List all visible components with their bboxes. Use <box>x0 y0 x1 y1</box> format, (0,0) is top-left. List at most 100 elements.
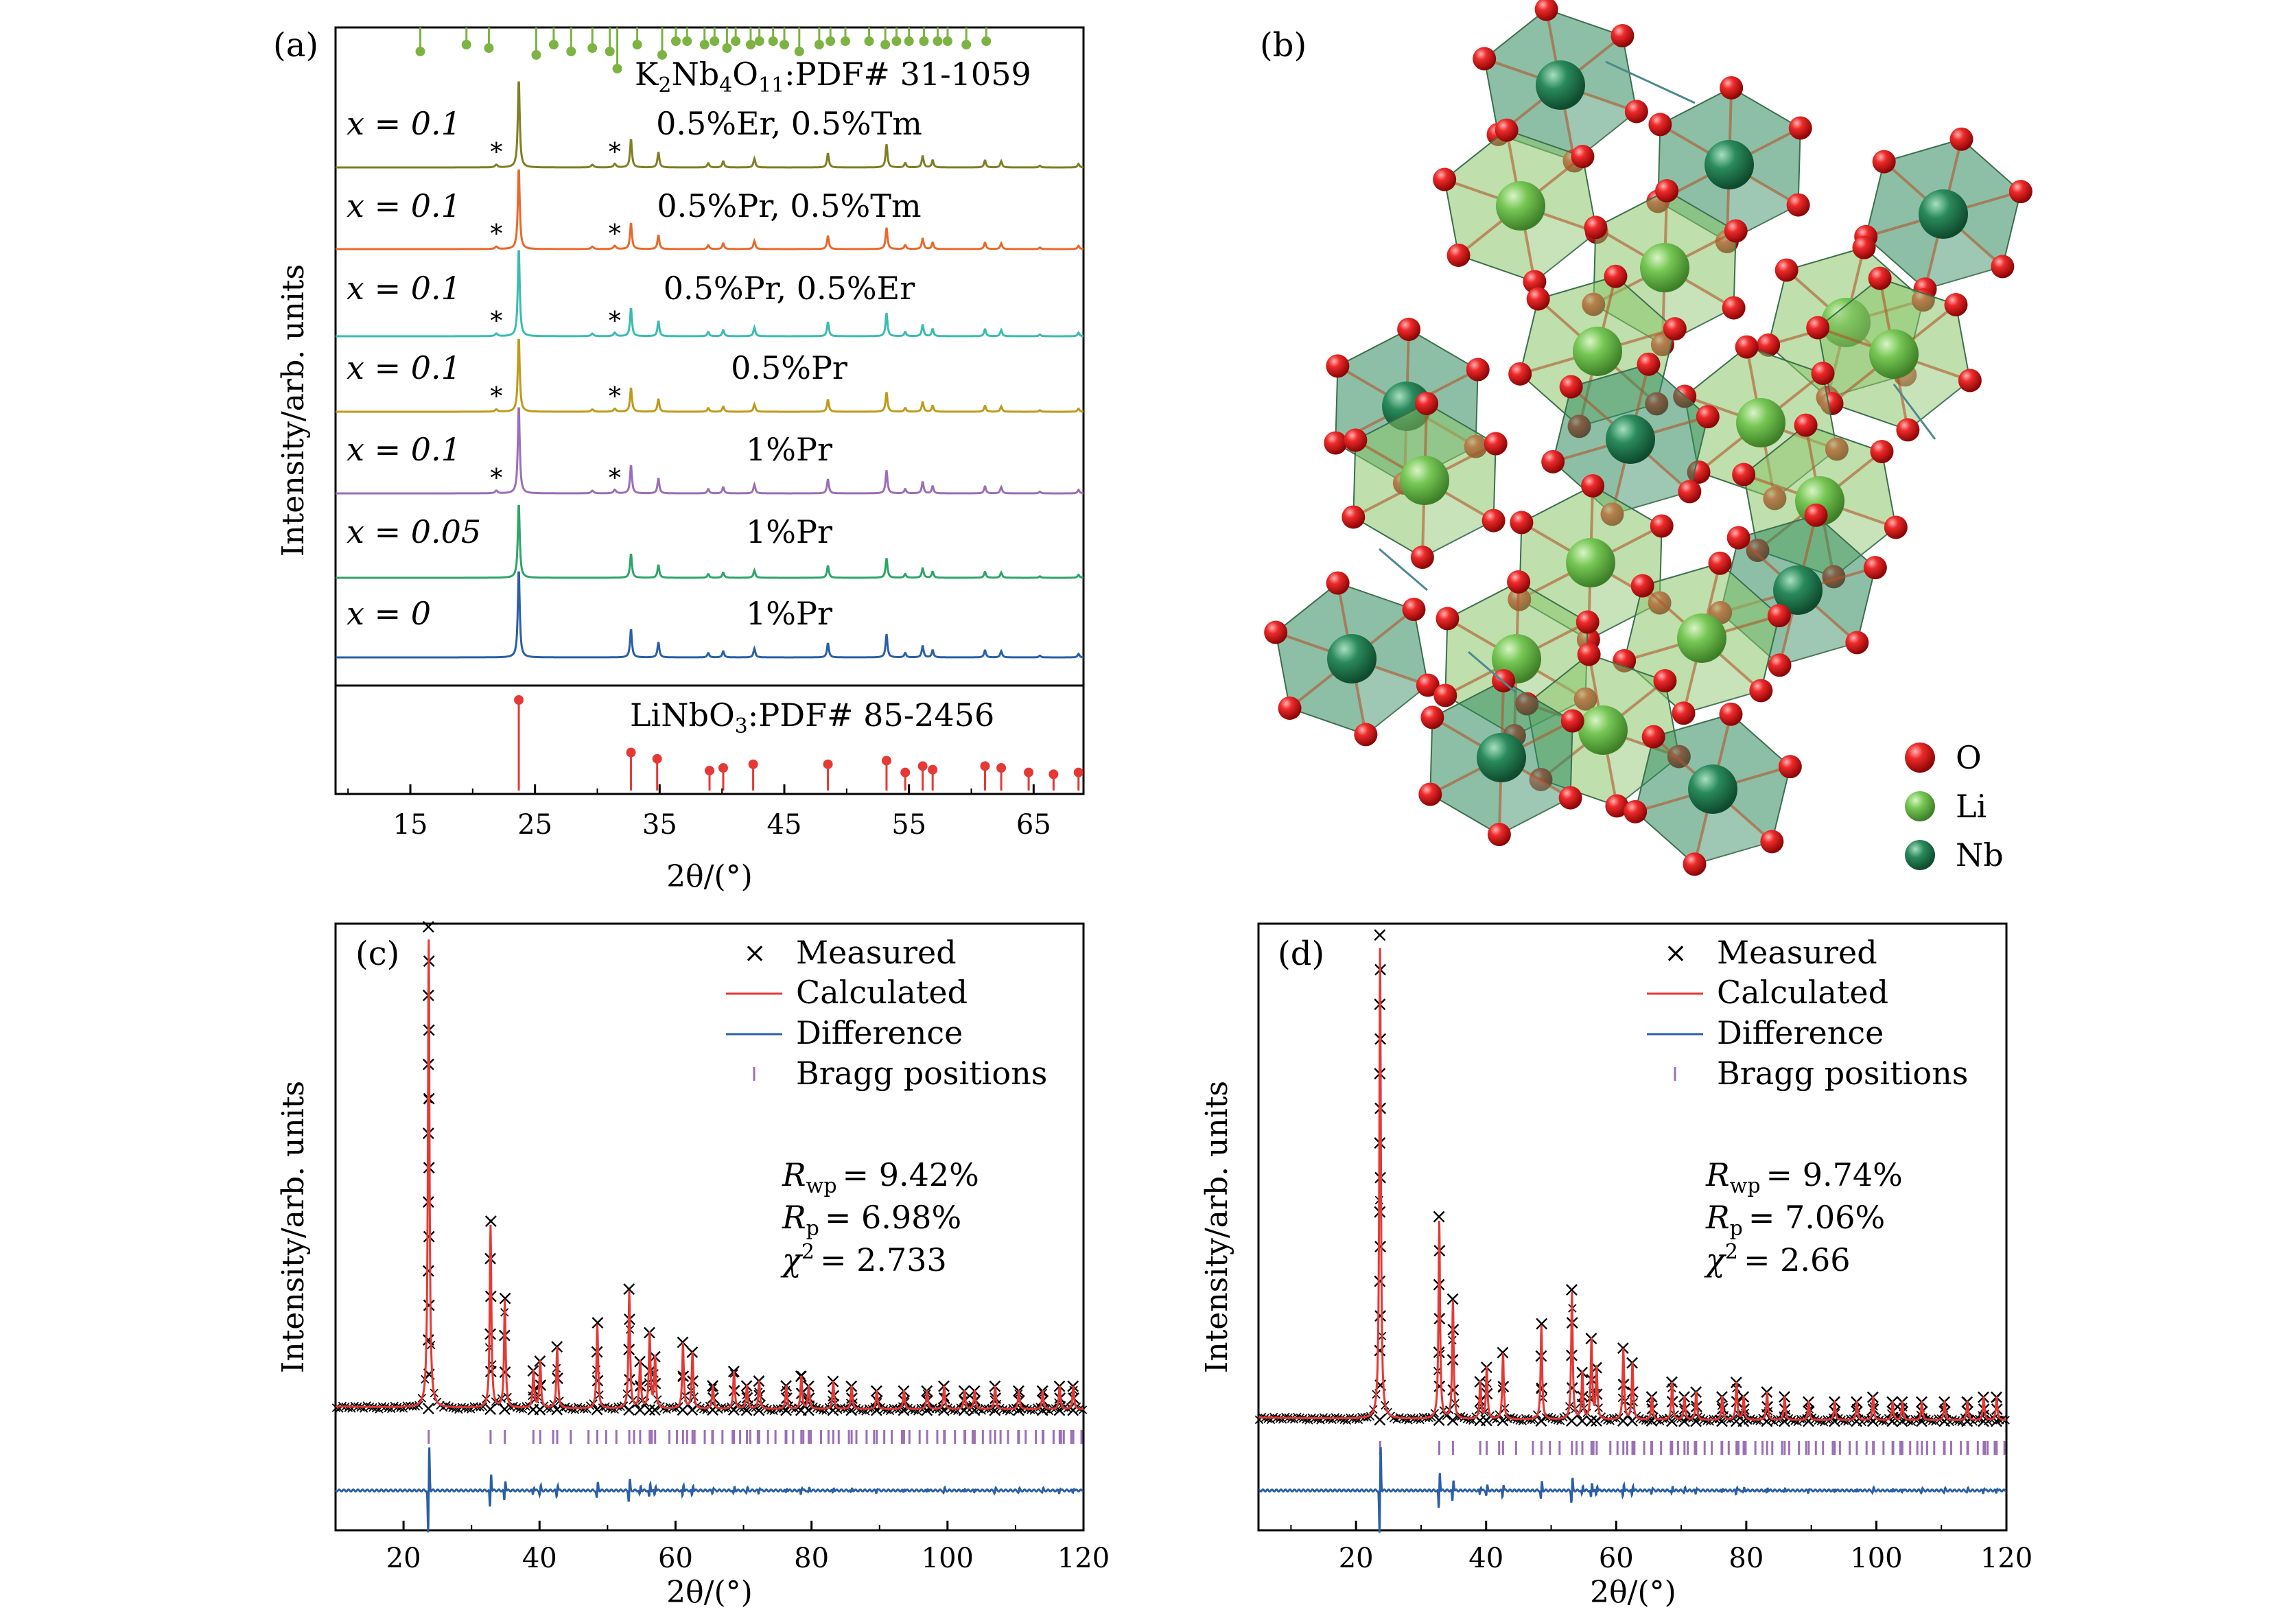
panel-d-measured-point: × <box>1414 1412 1426 1429</box>
o-atom <box>1416 673 1440 697</box>
panel-c: (c) ××××××××××××××××××××××××××××××××××××… <box>276 915 1110 1610</box>
o-atom <box>1768 653 1792 677</box>
panel-c-measured-peak-point: × <box>843 1398 860 1422</box>
legend-nb-atom-icon <box>1905 840 1935 870</box>
panel-c-measured-point: × <box>465 1401 477 1418</box>
panel-c-measured-peak-point: × <box>646 1398 664 1422</box>
panel-c-measured-point: × <box>725 1399 737 1416</box>
o-atom <box>1495 118 1519 142</box>
panel-c-measured-point: × <box>446 1399 458 1416</box>
xrd-series-curve <box>336 338 1084 413</box>
panel-d-measured-peak-point: × <box>1713 1409 1731 1433</box>
panel-c-measured-peak-point: × <box>589 1398 606 1422</box>
xrd-series-curve <box>336 407 1083 495</box>
octahedron-highlight <box>1352 659 1428 735</box>
legend-o-atom-icon <box>1905 742 1935 773</box>
panel-d-measured-point: × <box>1841 1414 1853 1431</box>
o-atom <box>1683 852 1707 876</box>
panel-d-frame <box>1257 922 2008 1532</box>
panel-c-measured-point: × <box>767 1403 780 1420</box>
panel-a-x-ticks: 15 25 35 45 55 65 <box>347 784 1051 841</box>
panel-d-measured-point: × <box>1727 1410 1739 1427</box>
panel-c-measured-peak-point: × <box>738 1398 755 1422</box>
o-atom <box>1863 556 1887 580</box>
xrd-series-doping-label: 0.5%Pr, 0.5%Er <box>664 270 915 307</box>
o-atom <box>1896 418 1920 442</box>
panel-d-measured-point: × <box>1300 1411 1312 1428</box>
li-atom <box>1566 538 1615 587</box>
panel-c-legend-difference: Difference <box>796 1014 963 1051</box>
panel-d-measured-peak-point: × <box>1371 1408 1388 1432</box>
panel-c-measured-peak-point: × <box>496 1397 513 1421</box>
o-atom <box>1648 113 1672 137</box>
panel-d-measured-point: × <box>1516 1413 1529 1430</box>
panel-c-measured-point: × <box>762 1401 774 1418</box>
o-atom <box>1264 620 1288 644</box>
panel-b-crystal-structure: (b) O Li Nb <box>1260 0 2033 876</box>
panel-c-measured-point: × <box>1000 1402 1012 1419</box>
panel-a-x-tick-label: 35 <box>642 809 677 841</box>
panel-c-measured-point: × <box>832 1401 844 1418</box>
panel-c-measured-point: × <box>880 1402 893 1419</box>
panel-d-measured-peak-point: × <box>1532 1409 1549 1433</box>
panel-d-legend-calculated: Calculated <box>1717 974 1888 1011</box>
panel-b-label: (b) <box>1260 26 1307 65</box>
panel-d-rwp: Rwp = 9.74% <box>1705 1156 1903 1198</box>
o-atom <box>1433 167 1457 191</box>
linbo3-reference-sticks <box>514 695 1083 791</box>
panel-c-measured-peak-point: × <box>620 1398 637 1422</box>
impurity-asterisk: * <box>609 220 621 248</box>
panel-c-measured-point: × <box>777 1400 789 1417</box>
panel-c-legend-measured-marker: × <box>743 937 766 969</box>
k2nb4o11-stick-head <box>461 40 471 49</box>
xrd-series-doping-label: 0.5%Pr <box>731 349 847 386</box>
panel-d-measured-point: × <box>1337 1412 1350 1429</box>
linbo3-stick-head <box>514 695 524 705</box>
panel-c-measured-peak-point: × <box>935 1399 952 1423</box>
panel-c-measured-point: × <box>697 1401 710 1418</box>
panel-d-measured-point: × <box>1341 1412 1353 1429</box>
k2nb4o11-stick-head <box>722 43 732 53</box>
panel-d-measured-peak-point: × <box>1676 1409 1693 1433</box>
o-atom <box>1624 100 1648 124</box>
panel-d-measured-point: × <box>1964 1411 1976 1428</box>
panel-c-measured-point: × <box>948 1402 961 1419</box>
o-atom <box>1610 24 1635 48</box>
linbo3-stick-head <box>900 767 911 777</box>
panel-c-measured-point: × <box>504 1399 517 1416</box>
panel-d-measured-point: × <box>1265 1412 1277 1429</box>
panel-d-measured-point: × <box>1253 1412 1265 1429</box>
panel-d-measured-peak-point: × <box>1864 1410 1882 1434</box>
panel-d-measured-point: × <box>1525 1412 1537 1429</box>
panel-d-measured-point: × <box>1700 1412 1713 1429</box>
panel-c-rp: Rp = 6.98% <box>782 1199 961 1241</box>
linbo3-stick-head <box>748 759 758 769</box>
panel-d-measured-point: × <box>1285 1410 1298 1427</box>
o-atom <box>1624 799 1648 823</box>
panel-c-measured-point: × <box>924 1401 936 1418</box>
k2nb4o11-stick-head <box>880 40 891 49</box>
panel-d-x-tick-label: 60 <box>1599 1543 1634 1574</box>
panel-a-x-tick-label: 25 <box>517 809 552 841</box>
o-atom <box>1732 463 1756 487</box>
panel-a-x-axis-label: 2θ/(°) <box>666 859 753 894</box>
k2nb4o11-stick-head <box>745 40 755 49</box>
panel-d-measured-point: × <box>1501 1410 1514 1427</box>
panel-d-measured-point: × <box>1903 1413 1915 1430</box>
o-atom <box>1342 505 1366 529</box>
panel-a-xrd-curves: x = 0.1 0.5%Er, 0.5%Tm * * x = 0.1 0.5%Pr, 0.… <box>336 81 1084 659</box>
panel-c-measured-point: × <box>342 1399 355 1416</box>
impurity-asterisk: * <box>490 139 502 167</box>
panel-c-frame <box>334 922 1085 1532</box>
o-atom <box>1559 375 1583 399</box>
li-atom <box>1677 613 1726 663</box>
o-atom <box>1641 725 1665 749</box>
panel-c-measured-point: × <box>853 1401 865 1418</box>
linbo3-stick-head <box>980 761 990 771</box>
li-atom <box>1496 181 1545 231</box>
panel-c-measured-point: × <box>795 1367 808 1384</box>
panel-d-measured-peak-point: × <box>1776 1409 1793 1433</box>
panel-d-measured-point: × <box>1704 1414 1716 1431</box>
panel-c-measured-peak-point: × <box>1064 1399 1081 1423</box>
panel-c-measured-peak-point: × <box>531 1397 548 1421</box>
